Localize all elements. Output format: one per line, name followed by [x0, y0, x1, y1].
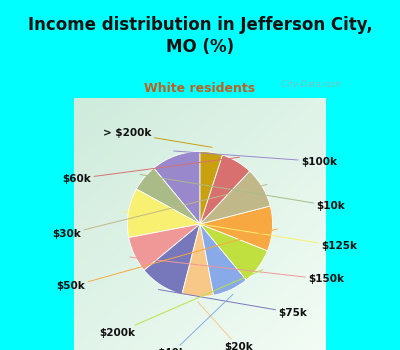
Wedge shape [154, 152, 200, 224]
Wedge shape [182, 224, 214, 296]
Text: $150k: $150k [130, 257, 344, 285]
Wedge shape [200, 152, 222, 224]
Text: $125k: $125k [123, 212, 357, 251]
Wedge shape [128, 189, 200, 238]
Wedge shape [200, 224, 246, 295]
Text: $75k: $75k [158, 289, 307, 318]
Text: $10k: $10k [140, 175, 346, 211]
Wedge shape [200, 155, 250, 224]
Text: $20k: $20k [198, 302, 253, 350]
Text: Income distribution in Jefferson City,
MO (%): Income distribution in Jefferson City, M… [28, 16, 372, 56]
Text: $50k: $50k [57, 229, 278, 292]
Wedge shape [200, 206, 272, 251]
Text: $100k: $100k [174, 151, 337, 167]
Wedge shape [200, 224, 268, 280]
Wedge shape [200, 171, 270, 224]
Text: $40k: $40k [157, 294, 233, 350]
Text: $200k: $200k [99, 270, 263, 338]
Text: $30k: $30k [52, 184, 267, 239]
Text: > $200k: > $200k [103, 128, 212, 147]
Wedge shape [144, 224, 200, 294]
Wedge shape [136, 168, 200, 224]
Text: $60k: $60k [63, 157, 240, 184]
Text: White residents: White residents [144, 82, 256, 95]
Wedge shape [129, 224, 200, 270]
Text: City-Data.com: City-Data.com [276, 80, 341, 89]
